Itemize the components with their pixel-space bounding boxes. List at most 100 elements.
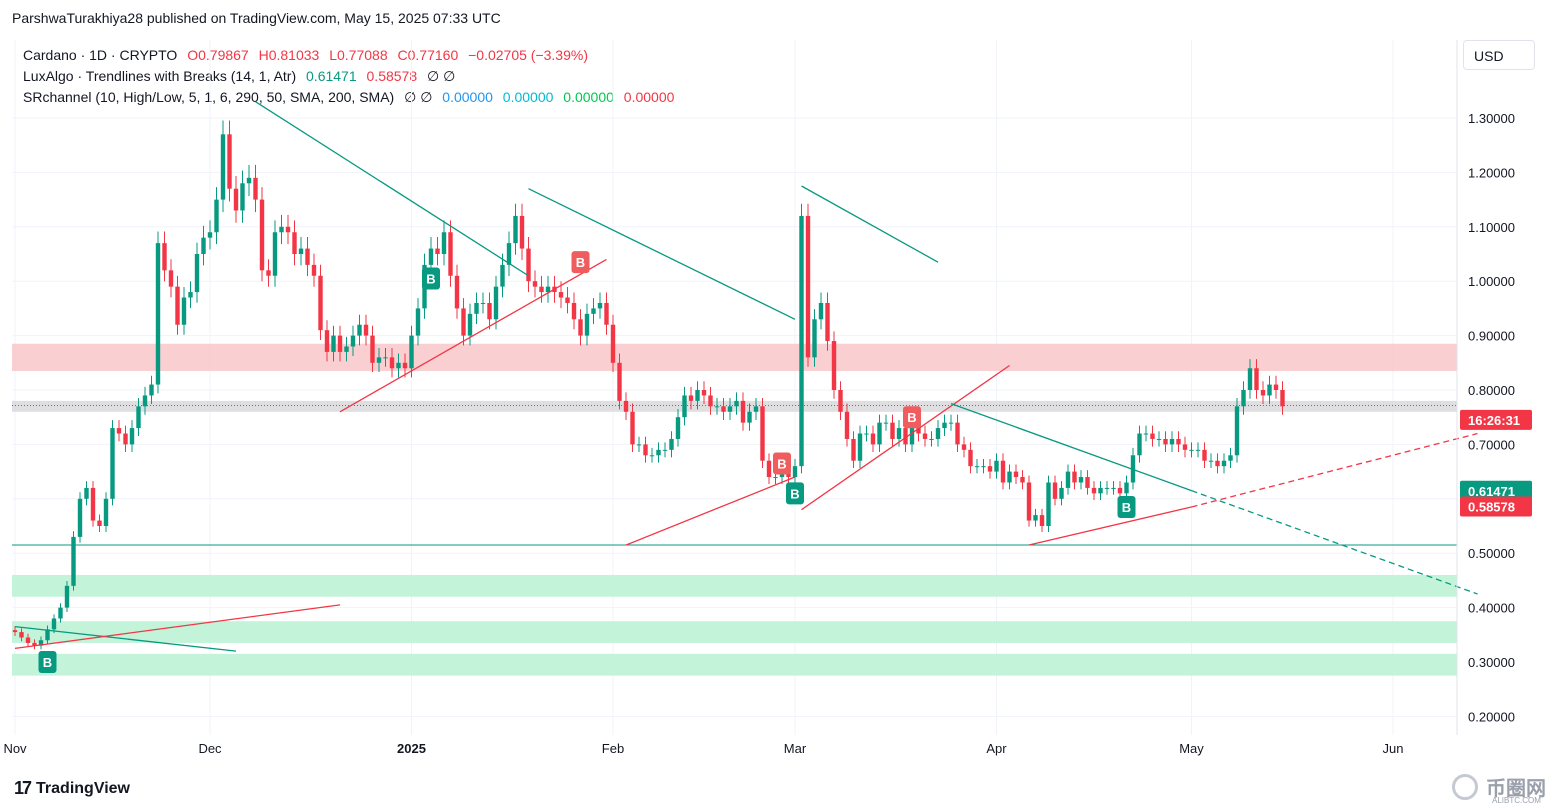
candle-body: [1202, 449, 1207, 461]
candle: [1228, 447, 1233, 469]
candle-body: [415, 308, 421, 336]
candle-body: [877, 422, 882, 445]
candle-body: [64, 585, 70, 608]
candle: [1013, 464, 1019, 485]
candle: [279, 214, 284, 245]
trendline-4: [339, 258, 607, 413]
candle-body: [974, 466, 980, 468]
candle: [857, 425, 863, 469]
indicator-2-name[interactable]: SRchannel (10, High/Low, 5, 1, 6, 290, 5…: [23, 89, 395, 105]
candle: [149, 375, 154, 405]
signal-box: [571, 251, 590, 274]
candle-body: [292, 232, 297, 254]
indicator-1-name[interactable]: LuxAlgo · Trendlines with Breaks (14, 1,…: [23, 68, 297, 84]
candle: [1124, 475, 1129, 500]
candle: [922, 425, 928, 447]
candle-body: [1228, 455, 1233, 461]
candle-body: [643, 444, 648, 456]
trendline-upper-tag: 0.61471: [1460, 480, 1532, 501]
candle-body: [1208, 460, 1214, 462]
trendline-lower-tag-bg: [1460, 496, 1532, 517]
signal-label-bull: B: [786, 482, 804, 505]
candle: [1156, 431, 1162, 447]
candle: [740, 392, 746, 431]
candle: [844, 403, 850, 447]
symbol-label[interactable]: Cardano · 1D · CRYPTO: [23, 47, 178, 63]
close-value: C0.77160: [397, 47, 459, 63]
candle: [617, 353, 622, 410]
candle-body: [331, 335, 336, 352]
candle: [636, 436, 642, 453]
candle-body: [799, 215, 804, 467]
candle-body: [90, 487, 96, 521]
candle-body: [584, 313, 590, 336]
tradingview-logo[interactable]: 17 TradingView: [14, 778, 130, 799]
candle: [877, 414, 882, 453]
candle-body: [760, 406, 765, 461]
candle-body: [116, 428, 122, 434]
trendline-6: [625, 476, 796, 546]
candle-body: [253, 177, 258, 200]
candle: [77, 492, 83, 543]
candle: [318, 264, 323, 341]
candle: [253, 164, 258, 213]
candle-body: [1182, 444, 1188, 450]
candle-body: [766, 460, 772, 478]
candle-body: [272, 232, 278, 276]
candle-body: [1280, 390, 1285, 407]
candle: [812, 309, 817, 367]
trendline-9: [950, 402, 1192, 492]
candle-body: [688, 395, 694, 401]
candle-body: [994, 460, 999, 472]
candle: [669, 431, 674, 458]
candle-body: [285, 226, 291, 233]
currency-button[interactable]: USD: [1463, 40, 1535, 70]
candle: [201, 225, 206, 266]
candle-body: [701, 390, 707, 396]
candle: [448, 220, 453, 287]
candle: [1182, 436, 1188, 458]
change-value: −0.02705 (−3.39%): [468, 47, 588, 63]
site-watermark: 币圈网 ALIBTC.COM: [1446, 770, 1550, 808]
candle: [331, 325, 336, 362]
candle: [1267, 375, 1272, 405]
trendline-11: [1028, 506, 1192, 546]
candle-body: [344, 346, 349, 352]
candle: [337, 325, 343, 362]
candle-body: [838, 390, 843, 412]
candle-body: [448, 232, 453, 276]
candle-body: [831, 341, 837, 390]
candle-body: [298, 248, 304, 254]
candle-body: [968, 449, 973, 467]
candle: [1085, 470, 1090, 495]
candle: [370, 325, 375, 373]
candle-body: [1124, 482, 1129, 494]
candle: [32, 639, 37, 650]
candle: [532, 270, 538, 298]
candle: [519, 203, 525, 261]
indicator-1-value-3: ∅ ∅: [427, 68, 456, 84]
candle-body: [324, 330, 330, 352]
candle-body: [454, 275, 460, 309]
candle: [487, 292, 492, 330]
candle: [214, 187, 219, 245]
candle: [285, 214, 291, 245]
signal-box: [786, 482, 804, 505]
candle: [292, 220, 297, 266]
signal-text: B: [790, 486, 799, 501]
candle-body: [1163, 438, 1168, 445]
candle-body: [1117, 487, 1123, 494]
candle: [259, 187, 265, 282]
candle: [142, 386, 148, 415]
candle: [38, 636, 44, 650]
candle: [935, 420, 941, 447]
candle: [578, 309, 583, 346]
trendline-3: [255, 101, 529, 277]
candle-body: [903, 428, 908, 445]
indicator-1-value-1: 0.61471: [306, 68, 357, 84]
trendline-5: [528, 188, 796, 320]
candle: [181, 286, 187, 335]
candle-body: [1195, 449, 1201, 451]
candle-body: [649, 455, 655, 457]
